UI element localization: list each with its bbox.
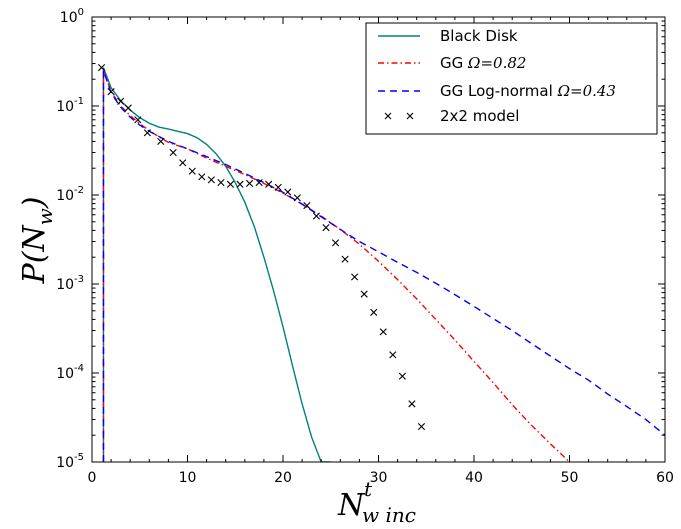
series-3-point bbox=[417, 422, 426, 431]
series-3-point bbox=[389, 351, 397, 359]
series-1-line bbox=[102, 70, 570, 462]
legend-label-gg-text: GG bbox=[440, 54, 463, 72]
series-3-point bbox=[143, 129, 151, 137]
legend-label-gg-lognormal: GG Log-normal Ω=0.43 bbox=[440, 82, 616, 100]
legend-label-gg-lognormal-text: GG Log-normal bbox=[440, 82, 553, 100]
legend-label-gg-math: Ω=0.82 bbox=[467, 54, 526, 72]
series-3-point bbox=[198, 173, 206, 181]
y-tick-label: 10-2 bbox=[56, 185, 84, 204]
legend-marker-x-right bbox=[406, 112, 414, 120]
x-tick-label: 0 bbox=[88, 470, 97, 486]
x-tick-label: 30 bbox=[370, 470, 388, 486]
legend-marker-x-left bbox=[384, 112, 392, 120]
series-3-point bbox=[331, 239, 340, 247]
series-3-point bbox=[322, 224, 330, 232]
y-axis-title: P(Nw) bbox=[17, 197, 57, 285]
legend-label-black-disk: Black Disk bbox=[440, 27, 518, 45]
legend-box bbox=[365, 22, 658, 135]
x-axis-title-superscript: t bbox=[364, 477, 373, 501]
series-3-point bbox=[341, 255, 349, 263]
series-3-point bbox=[157, 137, 165, 146]
y-tick-label: 10-1 bbox=[56, 96, 84, 115]
series-3-point bbox=[312, 212, 321, 220]
series-3-point bbox=[217, 178, 225, 187]
series-3-point bbox=[284, 188, 292, 196]
series-2-line bbox=[102, 70, 665, 462]
series-3-point bbox=[107, 88, 115, 96]
legend: Black Disk GG Ω=0.82 GG Log-normal Ω=0.4… bbox=[365, 22, 658, 135]
y-tick-label: 10-4 bbox=[56, 363, 84, 382]
x-tick-label: 10 bbox=[179, 470, 197, 486]
x-axis-title: N bbox=[337, 488, 366, 523]
series-3-point bbox=[207, 176, 215, 184]
series-3-point bbox=[179, 159, 187, 167]
series-3-point bbox=[236, 180, 244, 188]
legend-swatch-2x2-model bbox=[384, 112, 414, 120]
y-tick-label: 10-3 bbox=[56, 274, 84, 293]
series-3-point bbox=[351, 273, 359, 281]
series-3-point bbox=[303, 202, 311, 210]
y-tick-label: 10-5 bbox=[56, 452, 84, 471]
y-tick-label: 100 bbox=[60, 7, 84, 26]
x-axis-title-subscript: w inc bbox=[362, 503, 416, 527]
series-3-point bbox=[370, 308, 378, 316]
series-3-point bbox=[398, 372, 406, 380]
series-layer bbox=[97, 64, 665, 462]
y-axis-title-subscript: w bbox=[33, 208, 57, 225]
series-3-point bbox=[360, 290, 368, 298]
series-3-point bbox=[188, 167, 196, 175]
series-3-point bbox=[117, 97, 125, 105]
series-3-point bbox=[255, 178, 263, 187]
series-3-point bbox=[97, 64, 106, 72]
series-3-point bbox=[408, 400, 416, 408]
series-0-line bbox=[102, 67, 331, 462]
series-3-point bbox=[274, 183, 282, 191]
series-3-point bbox=[169, 148, 177, 157]
series-3-point bbox=[265, 180, 273, 188]
x-tick-label: 60 bbox=[656, 470, 674, 486]
series-3-point bbox=[124, 104, 132, 112]
series-3-point bbox=[379, 328, 387, 336]
series-3-point bbox=[293, 194, 301, 202]
series-3-point bbox=[226, 180, 235, 188]
legend-label-gg-lognormal-math: Ω=0.43 bbox=[557, 82, 616, 100]
series-3-markers bbox=[97, 64, 426, 431]
plot-frame bbox=[91, 16, 666, 463]
x-tick-label: 20 bbox=[274, 470, 292, 486]
x-tick-label: 50 bbox=[561, 470, 579, 486]
x-tick-label: 40 bbox=[465, 470, 483, 486]
series-3-point bbox=[245, 179, 254, 187]
series-3-point bbox=[134, 116, 142, 124]
legend-label-gg: GG Ω=0.82 bbox=[440, 54, 526, 72]
legend-label-2x2-model: 2x2 model bbox=[440, 107, 519, 125]
